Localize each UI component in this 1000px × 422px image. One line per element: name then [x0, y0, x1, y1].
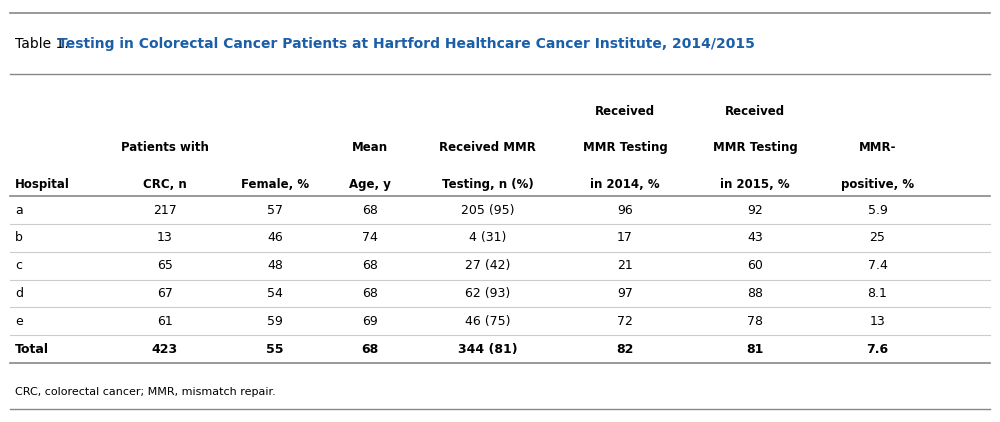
Text: 46: 46 [267, 231, 283, 244]
Text: 67: 67 [157, 287, 173, 300]
Text: 25: 25 [870, 231, 885, 244]
Text: CRC, colorectal cancer; MMR, mismatch repair.: CRC, colorectal cancer; MMR, mismatch re… [15, 387, 276, 398]
Text: 7.4: 7.4 [868, 259, 887, 272]
Text: Table 1.: Table 1. [15, 37, 73, 51]
Text: Hospital: Hospital [15, 178, 70, 191]
Text: in 2015, %: in 2015, % [720, 178, 790, 191]
Text: MMR Testing: MMR Testing [713, 141, 797, 154]
Text: 205 (95): 205 (95) [461, 204, 514, 216]
Text: e: e [15, 315, 23, 328]
Text: MMR Testing: MMR Testing [583, 141, 667, 154]
Text: 82: 82 [616, 343, 634, 355]
Text: Female, %: Female, % [241, 178, 309, 191]
Text: 68: 68 [361, 343, 379, 355]
Text: 13: 13 [870, 315, 885, 328]
Text: 21: 21 [617, 259, 633, 272]
Text: 81: 81 [746, 343, 764, 355]
Text: 54: 54 [267, 287, 283, 300]
Text: 5.9: 5.9 [868, 204, 887, 216]
Text: 74: 74 [362, 231, 378, 244]
Text: MMR-: MMR- [859, 141, 896, 154]
Text: 62 (93): 62 (93) [465, 287, 510, 300]
Text: Received: Received [595, 105, 655, 118]
Text: 423: 423 [152, 343, 178, 355]
Text: 92: 92 [747, 204, 763, 216]
Text: b: b [15, 231, 23, 244]
Text: positive, %: positive, % [841, 178, 914, 191]
Text: 72: 72 [617, 315, 633, 328]
Text: Testing, n (%): Testing, n (%) [442, 178, 533, 191]
Text: Total: Total [15, 343, 49, 355]
Text: 68: 68 [362, 287, 378, 300]
Text: Mean: Mean [352, 141, 388, 154]
Text: 17: 17 [617, 231, 633, 244]
Text: 68: 68 [362, 259, 378, 272]
Text: Received: Received [725, 105, 785, 118]
Text: 69: 69 [362, 315, 378, 328]
Text: Patients with: Patients with [121, 141, 209, 154]
Text: Age, y: Age, y [349, 178, 391, 191]
Text: CRC, n: CRC, n [143, 178, 187, 191]
Text: Testing in Colorectal Cancer Patients at Hartford Healthcare Cancer Institute, 2: Testing in Colorectal Cancer Patients at… [58, 37, 755, 51]
Text: 43: 43 [747, 231, 763, 244]
Text: in 2014, %: in 2014, % [590, 178, 660, 191]
Text: 68: 68 [362, 204, 378, 216]
Text: 88: 88 [747, 287, 763, 300]
Text: 60: 60 [747, 259, 763, 272]
Text: 48: 48 [267, 259, 283, 272]
Text: 4 (31): 4 (31) [469, 231, 506, 244]
Text: 13: 13 [157, 231, 173, 244]
Text: 7.6: 7.6 [866, 343, 889, 355]
Text: a: a [15, 204, 23, 216]
Text: 217: 217 [153, 204, 177, 216]
Text: 59: 59 [267, 315, 283, 328]
Text: 55: 55 [266, 343, 284, 355]
Text: d: d [15, 287, 23, 300]
Text: 61: 61 [157, 315, 173, 328]
Text: 46 (75): 46 (75) [465, 315, 510, 328]
Text: 65: 65 [157, 259, 173, 272]
Text: c: c [15, 259, 22, 272]
Text: 8.1: 8.1 [868, 287, 887, 300]
Text: 344 (81): 344 (81) [458, 343, 517, 355]
Text: 57: 57 [267, 204, 283, 216]
Text: 78: 78 [747, 315, 763, 328]
Text: 96: 96 [617, 204, 633, 216]
Text: Received MMR: Received MMR [439, 141, 536, 154]
Text: 97: 97 [617, 287, 633, 300]
Text: 27 (42): 27 (42) [465, 259, 510, 272]
